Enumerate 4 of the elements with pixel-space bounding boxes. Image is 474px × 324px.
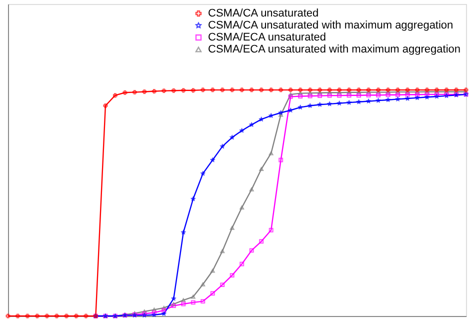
legend-label: CSMA/ECA unsaturated: [208, 32, 326, 44]
legend-label: CSMA/CA unsaturated with maximum aggregation: [208, 20, 454, 32]
legend-label: CSMA/ECA unsaturated with maximum aggregation: [208, 44, 461, 56]
legend-label: CSMA/CA unsaturated: [208, 8, 319, 20]
